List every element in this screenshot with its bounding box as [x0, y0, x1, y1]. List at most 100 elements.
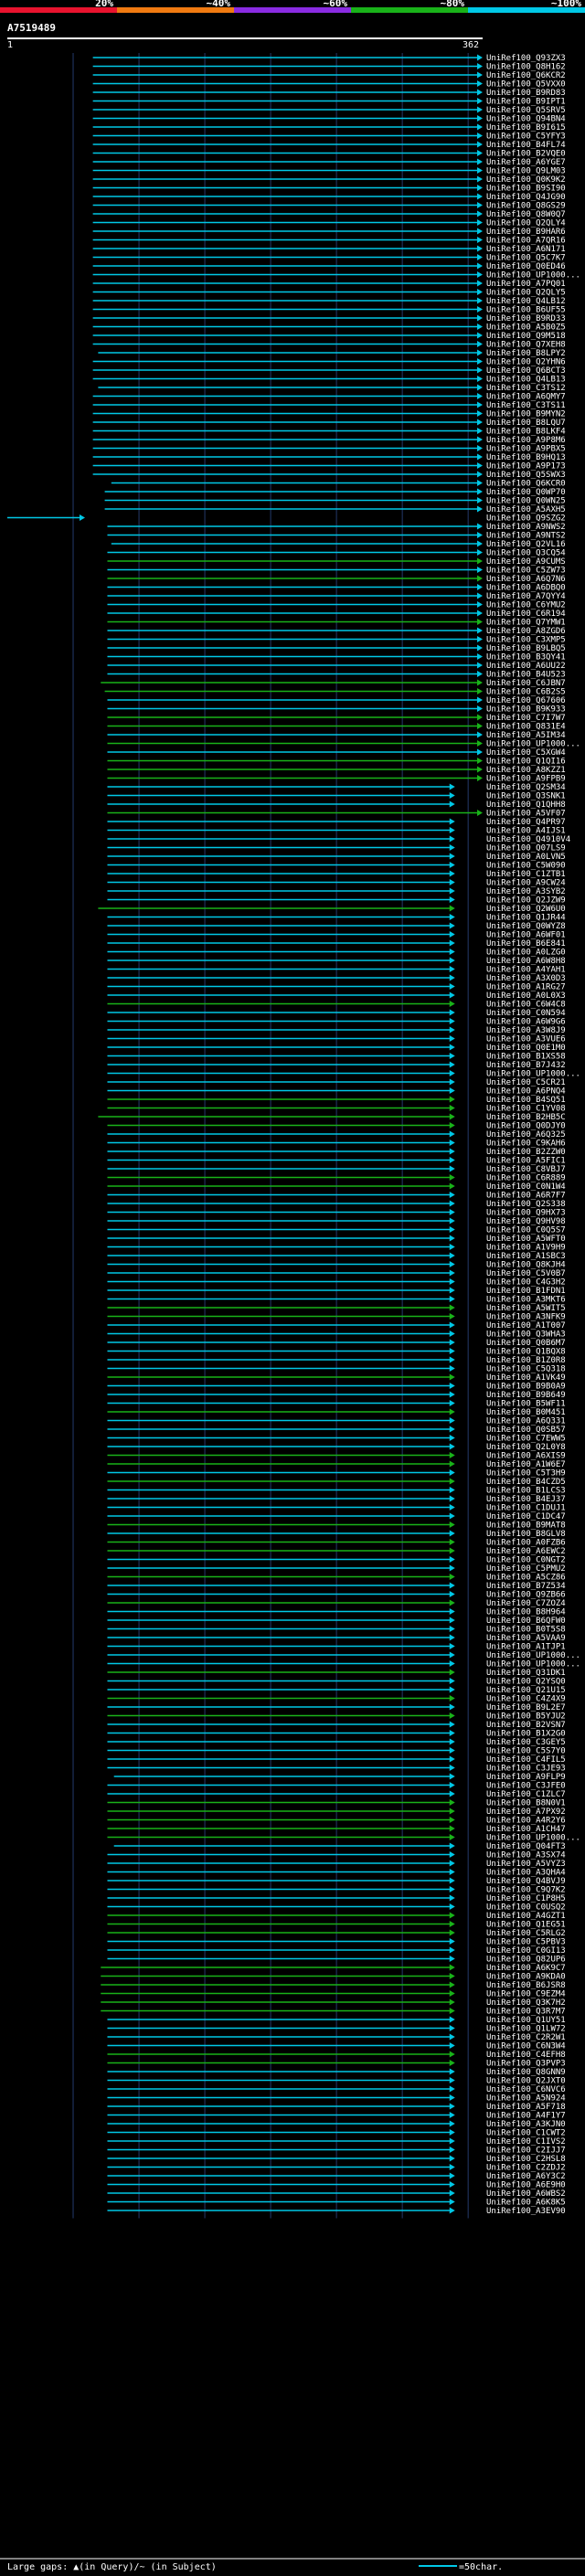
hit-label[interactable]: UniRef100_Q0K9K2: [486, 175, 566, 185]
hit-label[interactable]: UniRef100_A4YAH1: [486, 966, 566, 975]
hit-label[interactable]: UniRef100_Q2S338: [486, 1200, 566, 1209]
hit-label[interactable]: UniRef100_A6YGE7: [486, 158, 566, 167]
hit-label[interactable]: UniRef100_Q3SNK1: [486, 792, 566, 801]
hit-label[interactable]: UniRef100_Q1BQX8: [486, 1348, 566, 1357]
hit-label[interactable]: UniRef100_A6W9G6: [486, 1018, 566, 1027]
hit-label[interactable]: UniRef100_A0L0X3: [486, 991, 566, 1001]
hit-label[interactable]: UniRef100_C6YMU2: [486, 601, 566, 610]
hit-label[interactable]: UniRef100_Q07LS9: [486, 844, 566, 853]
hit-label[interactable]: UniRef100_Q7YMW1: [486, 619, 566, 628]
hit-label[interactable]: UniRef100_A6W8H8: [486, 957, 566, 966]
hit-label[interactable]: UniRef100_C9KAH6: [486, 1140, 566, 1149]
hit-label[interactable]: UniRef100_A9P173: [486, 462, 566, 472]
hit-label[interactable]: UniRef100_Q4910V4: [486, 835, 570, 844]
hit-label[interactable]: UniRef100_B4FL74: [486, 141, 566, 150]
hit-label[interactable]: UniRef100_Q8GNN9: [486, 2068, 566, 2077]
hit-label[interactable]: UniRef100_B2VSN7: [486, 1721, 566, 1730]
hit-label[interactable]: UniRef100_A1W6E7: [486, 1460, 566, 1469]
hit-label[interactable]: UniRef100_A3X0D3: [486, 974, 566, 983]
hit-label[interactable]: UniRef100_C1ZLC7: [486, 1790, 566, 1799]
hit-label[interactable]: UniRef100_UP1000...: [486, 1070, 580, 1079]
hit-label[interactable]: UniRef100_C1DUJ1: [486, 1504, 566, 1513]
hit-label[interactable]: UniRef100_B9RD83: [486, 89, 566, 98]
hit-label[interactable]: UniRef100_Q67606: [486, 696, 566, 705]
hit-label[interactable]: UniRef100_A6QMY7: [486, 393, 566, 402]
hit-label[interactable]: UniRef100_A9P8M6: [486, 436, 566, 445]
hit-label[interactable]: UniRef100_C0Q5S7: [486, 1226, 566, 1235]
hit-label[interactable]: UniRef100_B6JSR8: [486, 1981, 566, 1990]
hit-label[interactable]: UniRef100_A4F1Y7: [486, 2112, 566, 2121]
hit-label[interactable]: UniRef100_UP1000...: [486, 1834, 580, 1843]
hit-label[interactable]: UniRef100_C1ZTB1: [486, 870, 566, 879]
hit-label[interactable]: UniRef100_B7J432: [486, 1061, 566, 1070]
hit-label[interactable]: UniRef100_C5RLG2: [486, 1929, 566, 1938]
hit-label[interactable]: UniRef100_C9Q7K2: [486, 1886, 566, 1895]
hit-label[interactable]: UniRef100_B1FDN1: [486, 1287, 566, 1296]
hit-label[interactable]: UniRef100_C1YV08: [486, 1105, 566, 1114]
hit-label[interactable]: UniRef100_A8KZZ1: [486, 766, 566, 775]
hit-label[interactable]: UniRef100_A6Y3C2: [486, 2172, 566, 2181]
hit-label[interactable]: UniRef100_A6Q331: [486, 1417, 566, 1426]
hit-label[interactable]: UniRef100_B8LPY2: [486, 349, 566, 358]
hit-label[interactable]: UniRef100_Q4PR97: [486, 818, 566, 827]
hit-label[interactable]: UniRef100_C2HSL8: [486, 2155, 566, 2164]
hit-label[interactable]: UniRef100_A3W8J9: [486, 1026, 566, 1035]
hit-label[interactable]: UniRef100_Q2JZW9: [486, 896, 566, 906]
hit-label[interactable]: UniRef100_C7I7W7: [486, 714, 566, 723]
hit-label[interactable]: UniRef100_B1X2G0: [486, 1730, 566, 1739]
hit-label[interactable]: UniRef100_C4G3H2: [486, 1278, 566, 1288]
hit-label[interactable]: UniRef100_A4GZT1: [486, 1912, 566, 1921]
hit-label[interactable]: UniRef100_Q0WP70: [486, 488, 566, 497]
hit-label[interactable]: UniRef100_C2ZDJ2: [486, 2164, 566, 2173]
hit-label[interactable]: UniRef100_B6QFW0: [486, 1617, 566, 1626]
hit-label[interactable]: UniRef100_C1DC47: [486, 1512, 566, 1521]
hit-label[interactable]: UniRef100_Q9LM03: [486, 167, 566, 176]
hit-label[interactable]: UniRef100_A0LVN5: [486, 853, 566, 862]
hit-label[interactable]: UniRef100_Q93ZX3: [486, 54, 566, 63]
hit-label[interactable]: UniRef100_Q9SZG2: [486, 514, 566, 524]
hit-label[interactable]: UniRef100_A3VUE6: [486, 1035, 566, 1044]
hit-label[interactable]: UniRef100_UP1000...: [486, 271, 580, 281]
hit-label[interactable]: UniRef100_C1IVS2: [486, 2137, 566, 2147]
hit-label[interactable]: UniRef100_C2IJJ7: [486, 2147, 566, 2156]
hit-label[interactable]: UniRef100_Q1QI16: [486, 758, 566, 767]
hit-label[interactable]: UniRef100_A5VAA9: [486, 1634, 566, 1643]
hit-label[interactable]: UniRef100_Q0E1M0: [486, 1044, 566, 1053]
hit-label[interactable]: UniRef100_Q5C7K7: [486, 254, 566, 263]
hit-label[interactable]: UniRef100_Q8KJH4: [486, 1261, 566, 1270]
hit-label[interactable]: UniRef100_B2HB5C: [486, 1113, 566, 1122]
hit-label[interactable]: UniRef100_Q2YSQ0: [486, 1678, 566, 1687]
hit-label[interactable]: UniRef100_Q3R7M7: [486, 2008, 566, 2017]
hit-label[interactable]: UniRef100_A5N924: [486, 2094, 566, 2104]
hit-label[interactable]: UniRef100_A3EV90: [486, 2207, 566, 2216]
hit-label[interactable]: UniRef100_Q94BN4: [486, 115, 566, 124]
hit-label[interactable]: UniRef100_Q2SM34: [486, 783, 566, 792]
hit-label[interactable]: UniRef100_B9RD33: [486, 314, 566, 323]
hit-label[interactable]: UniRef100_Q2W6U0: [486, 905, 566, 914]
hit-label[interactable]: UniRef100_A6PNQ4: [486, 1087, 566, 1097]
hit-label[interactable]: UniRef100_C5CR21: [486, 1078, 566, 1087]
hit-label[interactable]: UniRef100_A5F718: [486, 2103, 566, 2112]
hit-label[interactable]: UniRef100_A4R2Y6: [486, 1817, 566, 1826]
hit-label[interactable]: UniRef100_Q2QLY4: [486, 219, 566, 228]
hit-label[interactable]: UniRef100_C7ZOZ4: [486, 1599, 566, 1608]
hit-label[interactable]: UniRef100_Q9M518: [486, 332, 566, 341]
hit-label[interactable]: UniRef100_B2ZZW0: [486, 1148, 566, 1157]
hit-label[interactable]: UniRef100_A1RG27: [486, 983, 566, 992]
hit-label[interactable]: UniRef100_C6W4C8: [486, 1001, 566, 1010]
hit-label[interactable]: UniRef100_Q0ED46: [486, 262, 566, 271]
hit-label[interactable]: UniRef100_Q4BVJ9: [486, 1877, 566, 1886]
hit-label[interactable]: UniRef100_B6E841: [486, 939, 566, 949]
hit-label[interactable]: UniRef100_A5VF07: [486, 810, 566, 819]
hit-label[interactable]: UniRef100_C6R194: [486, 610, 566, 619]
hit-label[interactable]: UniRef100_A3KJN0: [486, 2120, 566, 2129]
hit-label[interactable]: UniRef100_B8GLV8: [486, 1530, 566, 1539]
hit-label[interactable]: UniRef100_A6E9H0: [486, 2181, 566, 2190]
hit-label[interactable]: UniRef100_A6WF01: [486, 931, 566, 940]
hit-label[interactable]: UniRef100_Q8W0Q7: [486, 210, 566, 219]
hit-label[interactable]: UniRef100_A9PBX5: [486, 445, 566, 454]
hit-label[interactable]: UniRef100_Q5VXX0: [486, 80, 566, 90]
hit-label[interactable]: UniRef100_B9L2E7: [486, 1703, 566, 1712]
hit-label[interactable]: UniRef100_A7QYY4: [486, 592, 566, 601]
hit-label[interactable]: UniRef100_A4IJS1: [486, 827, 566, 836]
